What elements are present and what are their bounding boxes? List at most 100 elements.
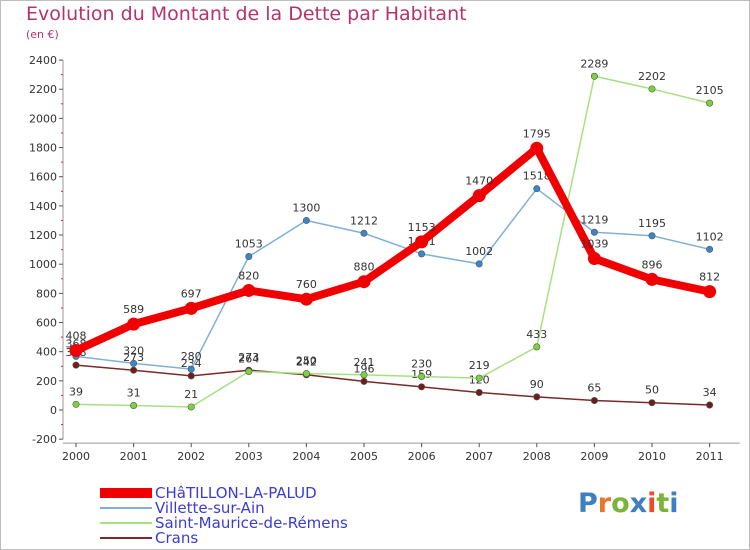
legend-label-crans: Crans bbox=[155, 529, 198, 547]
x-tick-label: 2004 bbox=[292, 450, 320, 463]
series-point-saint-maurice-de-r-mens bbox=[360, 371, 368, 379]
y-tick-label: 1000 bbox=[29, 258, 57, 271]
logo-letter: x bbox=[629, 488, 648, 519]
x-tick-label: 2010 bbox=[638, 450, 666, 463]
data-label-crans: 196 bbox=[354, 362, 375, 375]
data-label-saint-maurice-de-r-mens: 2105 bbox=[696, 84, 724, 97]
data-label-ch-tillon-la-palud: 896 bbox=[642, 258, 663, 271]
data-label-villette-sur-ain: 1518 bbox=[523, 170, 551, 183]
y-tick-label: 1200 bbox=[29, 229, 57, 242]
series-point-ch-tillon-la-palud bbox=[127, 317, 141, 331]
y-tick-label: 2200 bbox=[29, 83, 57, 96]
series-point-villette-sur-ain bbox=[130, 359, 138, 367]
logo-letter: i bbox=[669, 488, 679, 519]
series-point-saint-maurice-de-r-mens bbox=[706, 99, 714, 107]
x-tick-label: 2005 bbox=[350, 450, 378, 463]
series-point-saint-maurice-de-r-mens bbox=[245, 368, 253, 376]
data-label-saint-maurice-de-r-mens: 433 bbox=[526, 328, 547, 341]
data-label-villette-sur-ain: 1102 bbox=[696, 230, 724, 243]
series-line-saint-maurice-de-r-mens bbox=[75, 75, 711, 408]
series-point-villette-sur-ain bbox=[302, 216, 310, 224]
data-label-villette-sur-ain: 1002 bbox=[465, 245, 493, 258]
x-tick-label: 2006 bbox=[408, 450, 436, 463]
x-tick-label: 2000 bbox=[62, 450, 90, 463]
series-line-ch-tillon-la-palud bbox=[72, 144, 714, 355]
data-label-saint-maurice-de-r-mens: 264 bbox=[238, 353, 259, 366]
series-line-villette-sur-ain bbox=[75, 187, 711, 370]
series-point-saint-maurice-de-r-mens bbox=[590, 72, 598, 80]
series-point-villette-sur-ain bbox=[590, 228, 598, 236]
y-tick-label: 400 bbox=[36, 346, 57, 359]
series-point-crans bbox=[590, 397, 598, 405]
data-label-ch-tillon-la-palud: 1153 bbox=[408, 221, 436, 234]
series-point-villette-sur-ain bbox=[360, 229, 368, 237]
data-label-ch-tillon-la-palud: 760 bbox=[296, 278, 317, 291]
data-label-ch-tillon-la-palud: 589 bbox=[123, 303, 144, 316]
series-point-saint-maurice-de-r-mens bbox=[475, 374, 483, 382]
data-label-saint-maurice-de-r-mens: 21 bbox=[184, 388, 198, 401]
x-tick-label: 2001 bbox=[120, 450, 148, 463]
series-point-ch-tillon-la-palud bbox=[415, 235, 429, 249]
y-tick-label: 1600 bbox=[29, 171, 57, 184]
series-point-villette-sur-ain bbox=[706, 245, 714, 253]
series-point-villette-sur-ain bbox=[187, 365, 195, 373]
series-point-ch-tillon-la-palud bbox=[472, 189, 486, 203]
legend-label-ch-tillon-la-palud: CHâTILLON-LA-PALUD bbox=[155, 484, 317, 502]
legend-swatch-ch-tillon-la-palud bbox=[100, 488, 152, 498]
series-point-villette-sur-ain bbox=[418, 250, 426, 258]
series-point-crans bbox=[130, 366, 138, 374]
data-label-saint-maurice-de-r-mens: 39 bbox=[69, 385, 83, 398]
x-tick-label: 2011 bbox=[696, 450, 724, 463]
series-point-crans bbox=[533, 393, 541, 401]
x-tick-label: 2008 bbox=[523, 450, 551, 463]
y-tick-label: 800 bbox=[36, 287, 57, 300]
y-tick-label: 600 bbox=[36, 317, 57, 330]
series-point-ch-tillon-la-palud bbox=[530, 141, 544, 155]
series-point-ch-tillon-la-palud bbox=[703, 285, 717, 299]
legend-label-saint-maurice-de-r-mens: Saint-Maurice-de-Rémens bbox=[155, 514, 348, 532]
data-label-ch-tillon-la-palud: 697 bbox=[181, 287, 202, 300]
series-point-ch-tillon-la-palud bbox=[357, 275, 371, 289]
data-label-villette-sur-ain: 1300 bbox=[292, 201, 320, 214]
logo-letter: i bbox=[647, 488, 657, 519]
data-label-crans: 90 bbox=[530, 378, 544, 391]
series-point-saint-maurice-de-r-mens bbox=[187, 403, 195, 411]
series-point-saint-maurice-de-r-mens bbox=[418, 372, 426, 380]
series-point-crans bbox=[187, 372, 195, 380]
x-tick-label: 2003 bbox=[235, 450, 263, 463]
data-label-villette-sur-ain: 1053 bbox=[235, 237, 263, 250]
x-tick-label: 2009 bbox=[580, 450, 608, 463]
data-label-villette-sur-ain: 1219 bbox=[580, 213, 608, 226]
chart-title: Evolution du Montant de la Dette par Hab… bbox=[26, 3, 467, 25]
series-point-crans bbox=[706, 401, 714, 409]
x-tick-label: 2002 bbox=[177, 450, 205, 463]
data-label-ch-tillon-la-palud: 812 bbox=[699, 271, 720, 284]
legend-label-villette-sur-ain: Villette-sur-Ain bbox=[155, 499, 265, 517]
series-point-crans bbox=[72, 361, 80, 369]
series-point-crans bbox=[648, 399, 656, 407]
data-label-ch-tillon-la-palud: 408 bbox=[66, 330, 87, 343]
series-point-saint-maurice-de-r-mens bbox=[648, 85, 656, 93]
series-point-villette-sur-ain bbox=[533, 185, 541, 193]
data-label-villette-sur-ain: 1195 bbox=[638, 217, 666, 230]
data-label-saint-maurice-de-r-mens: 230 bbox=[411, 357, 432, 370]
series-line-crans bbox=[75, 364, 711, 406]
data-label-saint-maurice-de-r-mens: 2202 bbox=[638, 70, 666, 83]
data-label-crans: 65 bbox=[587, 382, 601, 395]
data-label-ch-tillon-la-palud: 1795 bbox=[523, 127, 551, 140]
series-point-ch-tillon-la-palud bbox=[242, 283, 256, 297]
series-point-ch-tillon-la-palud bbox=[645, 272, 659, 286]
series-point-villette-sur-ain bbox=[648, 232, 656, 240]
series-point-ch-tillon-la-palud bbox=[299, 292, 313, 306]
proxiti-logo: Proxiti bbox=[578, 488, 679, 519]
data-label-ch-tillon-la-palud: 880 bbox=[354, 261, 375, 274]
data-label-saint-maurice-de-r-mens: 31 bbox=[127, 386, 141, 399]
logo-letter: t bbox=[656, 488, 670, 519]
series-point-ch-tillon-la-palud bbox=[184, 301, 198, 315]
y-tick-label: 1400 bbox=[29, 200, 57, 213]
y-tick-label: 200 bbox=[36, 375, 57, 388]
series-point-villette-sur-ain bbox=[475, 260, 483, 268]
logo-letter: o bbox=[611, 488, 630, 519]
